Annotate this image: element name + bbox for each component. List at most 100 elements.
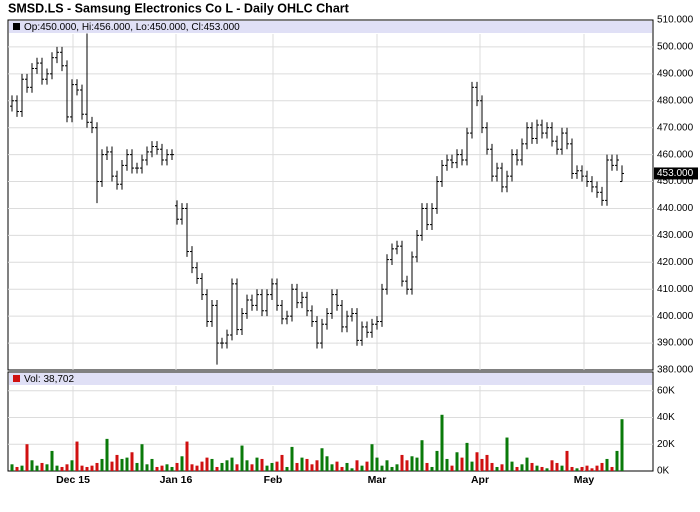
volume-bar bbox=[305, 458, 309, 471]
y-tick-label: 510.000 bbox=[657, 15, 694, 26]
volume-bar bbox=[400, 454, 404, 471]
volume-bar bbox=[365, 461, 369, 471]
volume-bar bbox=[25, 444, 29, 471]
volume-bar bbox=[145, 464, 149, 471]
volume-bar bbox=[485, 454, 489, 471]
volume-bar bbox=[165, 464, 169, 471]
volume-bar bbox=[310, 464, 314, 471]
volume-bar bbox=[565, 450, 569, 471]
volume-bar bbox=[505, 437, 509, 471]
price-legend-swatch bbox=[13, 23, 20, 30]
volume-bar bbox=[265, 465, 269, 471]
x-tick-label: Mar bbox=[368, 474, 387, 486]
volume-bar bbox=[95, 462, 99, 471]
y-tick-label: 460.000 bbox=[657, 149, 694, 160]
volume-bar bbox=[285, 466, 289, 471]
volume-bar bbox=[405, 460, 409, 471]
volume-bar bbox=[455, 452, 459, 471]
volume-bar bbox=[610, 466, 614, 471]
volume-bar bbox=[70, 460, 74, 471]
volume-bar bbox=[115, 454, 119, 471]
volume-bar bbox=[260, 458, 264, 471]
volume-legend-band bbox=[9, 373, 652, 385]
x-tick-label: May bbox=[574, 474, 595, 486]
volume-legend-swatch bbox=[13, 375, 20, 382]
volume-bar bbox=[595, 465, 599, 471]
volume-bar bbox=[335, 461, 339, 471]
volume-bar bbox=[75, 441, 79, 471]
y-tick-label: 440.000 bbox=[657, 203, 694, 214]
volume-bar bbox=[135, 462, 139, 471]
volume-bar bbox=[10, 464, 14, 471]
volume-bar bbox=[180, 456, 184, 471]
volume-bar bbox=[425, 462, 429, 471]
volume-bar bbox=[110, 461, 114, 471]
y-tick-label: 490.000 bbox=[657, 68, 694, 79]
volume-bar bbox=[355, 460, 359, 471]
volume-bar bbox=[270, 462, 274, 471]
volume-bar bbox=[525, 457, 529, 471]
y-tick-label: 400.000 bbox=[657, 311, 694, 322]
volume-bar bbox=[45, 464, 49, 471]
volume-bar bbox=[370, 444, 374, 471]
volume-bar bbox=[415, 457, 419, 471]
volume-bar bbox=[450, 465, 454, 471]
volume-bar bbox=[150, 458, 154, 471]
volume-bar bbox=[210, 458, 214, 471]
y-tick-label: 0K bbox=[657, 466, 670, 477]
volume-bar bbox=[15, 466, 19, 471]
volume-bar bbox=[230, 457, 234, 471]
volume-bar bbox=[545, 468, 549, 471]
volume-bar bbox=[20, 465, 24, 471]
volume-bar bbox=[250, 464, 254, 471]
y-tick-label: 480.000 bbox=[657, 95, 694, 106]
volume-bar bbox=[360, 465, 364, 471]
volume-bar bbox=[330, 464, 334, 471]
volume-bar bbox=[420, 440, 424, 471]
volume-bar bbox=[80, 465, 84, 471]
y-tick-label: 430.000 bbox=[657, 230, 694, 241]
grid bbox=[8, 34, 653, 471]
volume-bar bbox=[140, 444, 144, 471]
volume-bar bbox=[490, 462, 494, 471]
volume-bar bbox=[600, 462, 604, 471]
volume-bar bbox=[500, 464, 504, 471]
volume-bar bbox=[550, 460, 554, 471]
price-panel bbox=[7, 19, 654, 371]
volume-bar bbox=[175, 462, 179, 471]
volume-bar bbox=[480, 458, 484, 471]
volume-bar bbox=[435, 450, 439, 471]
volume-bar bbox=[380, 465, 384, 471]
y-tick-label: 380.000 bbox=[657, 365, 694, 376]
volume-bar bbox=[205, 457, 209, 471]
volume-bar bbox=[275, 461, 279, 471]
volume-bar bbox=[440, 414, 444, 471]
volume-bar bbox=[85, 466, 89, 471]
volume-bar bbox=[460, 457, 464, 471]
volume-bar bbox=[295, 462, 299, 471]
volume-bar bbox=[190, 464, 194, 471]
volume-bar bbox=[255, 457, 259, 471]
volume-bar bbox=[100, 458, 104, 471]
volume-bar bbox=[40, 462, 44, 471]
volume-bar bbox=[515, 466, 519, 471]
volume-bar bbox=[620, 419, 624, 471]
volume-bar bbox=[575, 468, 579, 471]
volume-bar bbox=[220, 462, 224, 471]
volume-bar bbox=[235, 464, 239, 471]
y-tick-label: 500.000 bbox=[657, 42, 694, 53]
volume-bar bbox=[170, 466, 174, 471]
y-tick-label: 420.000 bbox=[657, 257, 694, 268]
volume-bar bbox=[60, 466, 64, 471]
volume-bar bbox=[590, 468, 594, 471]
volume-bar bbox=[290, 446, 294, 471]
y-tick-label: 60K bbox=[657, 385, 675, 396]
x-tick-label: Feb bbox=[264, 474, 283, 486]
volume-bar bbox=[90, 465, 94, 471]
volume-bar bbox=[195, 465, 199, 471]
volume-bar bbox=[105, 438, 109, 471]
volume-bar bbox=[240, 445, 244, 471]
volume-bar bbox=[530, 462, 534, 471]
